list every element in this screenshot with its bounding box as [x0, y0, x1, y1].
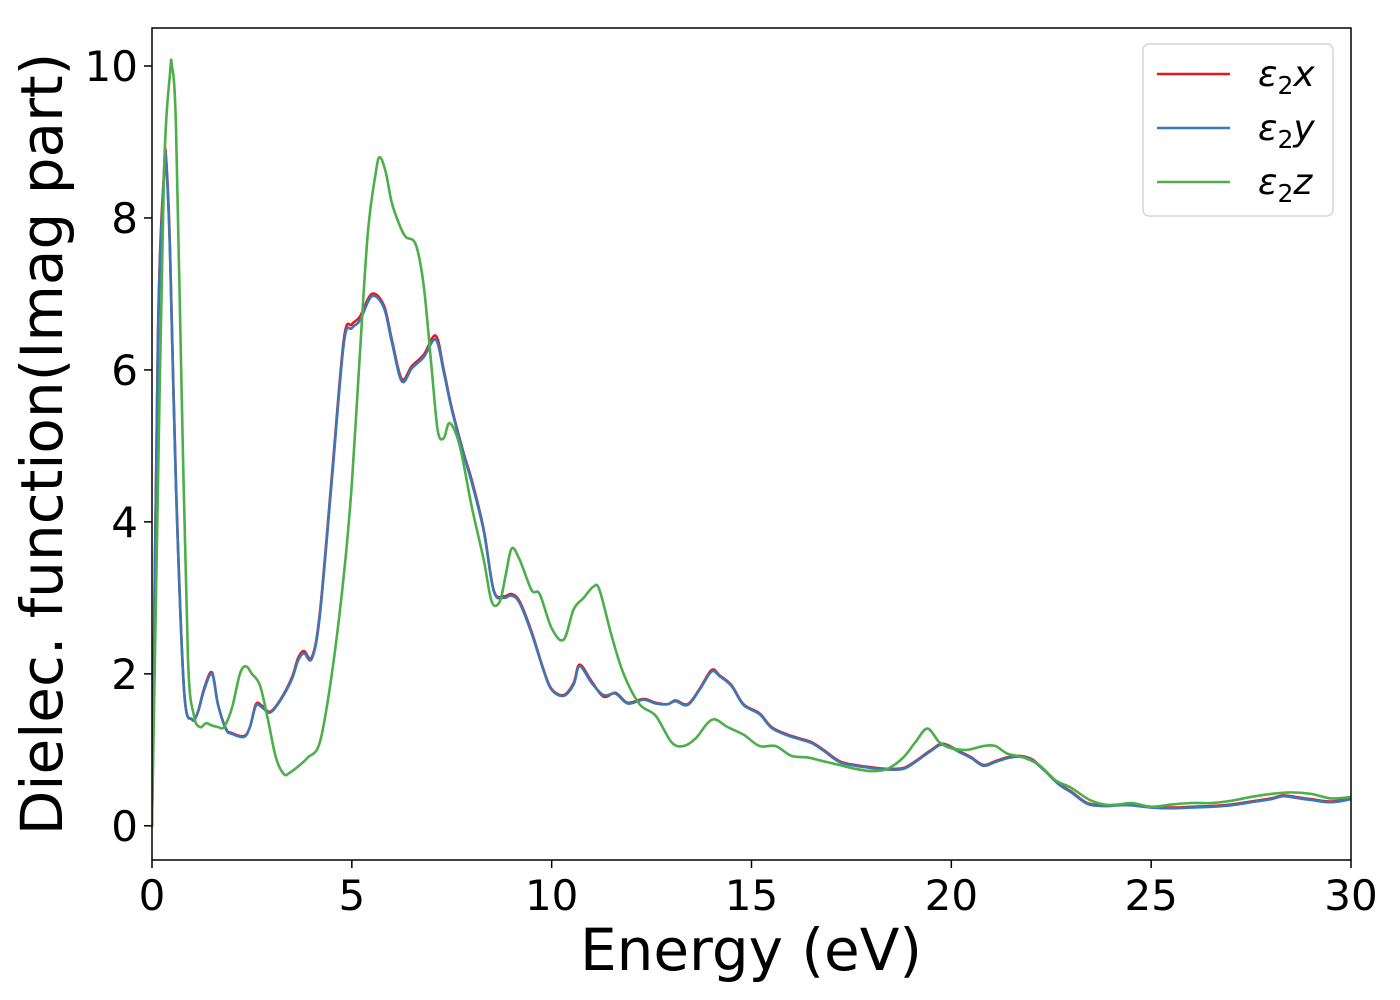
x-axis-title: Energy (eV) — [580, 916, 922, 984]
series-line-y — [152, 151, 1351, 828]
ticks-layer: 0 5 10 15 20 25 30 0 2 4 6 8 10 — [85, 42, 1378, 920]
x-tick-label: 30 — [1324, 871, 1377, 920]
y-tick-label: 4 — [111, 498, 138, 547]
legend-label: ε2x — [1258, 54, 1315, 100]
x-tick-label: 25 — [1124, 871, 1177, 920]
x-tick-label: 15 — [725, 871, 778, 920]
legend-label: ε2z — [1258, 162, 1313, 208]
x-tick-label: 10 — [525, 871, 578, 920]
series-layer — [152, 58, 1351, 828]
x-tick-label: 0 — [139, 871, 166, 920]
legend-label: ε2y — [1258, 108, 1315, 154]
y-tick-label: 2 — [111, 650, 138, 699]
y-tick-label: 10 — [85, 42, 138, 91]
legend-box — [1142, 43, 1334, 217]
x-tick-label: 5 — [338, 871, 365, 920]
y-tick-label: 6 — [111, 346, 138, 395]
y-tick-label: 8 — [111, 194, 138, 243]
legend: ε2x ε2y ε2z — [1142, 43, 1334, 217]
y-axis-title: Dielec. function(Imag part) — [8, 53, 76, 836]
y-tick-label: 0 — [111, 802, 138, 851]
series-line-z — [152, 58, 1351, 828]
x-tick-label: 20 — [925, 871, 978, 920]
